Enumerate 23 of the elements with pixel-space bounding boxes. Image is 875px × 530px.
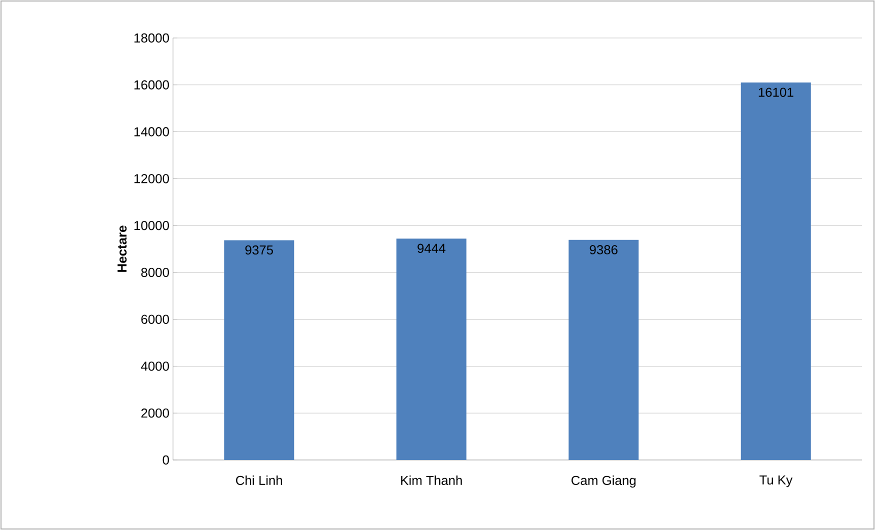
- x-tick-label: Cam Giang: [572, 476, 636, 488]
- data-label: 9375: [245, 245, 273, 255]
- y-tick-label: 14000: [134, 127, 169, 136]
- bar: [740, 82, 811, 460]
- y-tick-label: 16000: [134, 80, 169, 90]
- data-label: 9444: [418, 244, 446, 253]
- data-label: 9386: [590, 245, 618, 254]
- y-tick-label: 12000: [134, 174, 169, 184]
- x-tick-label: Tu Ky: [760, 476, 793, 488]
- x-tick-label: Kim Thanh: [401, 476, 462, 486]
- y-axis-title: Hectare: [118, 226, 127, 272]
- y-tick-label: 6000: [141, 314, 169, 324]
- bar: [396, 238, 466, 460]
- y-tick-label: 18000: [134, 33, 169, 43]
- data-label: 16101: [758, 88, 794, 97]
- bar: [224, 240, 294, 460]
- y-tick-label: 2000: [141, 408, 169, 418]
- y-tick-label: 4000: [140, 362, 169, 371]
- y-tick-label: 8000: [141, 268, 169, 278]
- bar: [568, 240, 639, 460]
- y-tick-label: 0: [162, 455, 169, 465]
- x-tick-label: Chi Linh: [236, 476, 282, 486]
- y-tick-label: 10000: [134, 220, 169, 230]
